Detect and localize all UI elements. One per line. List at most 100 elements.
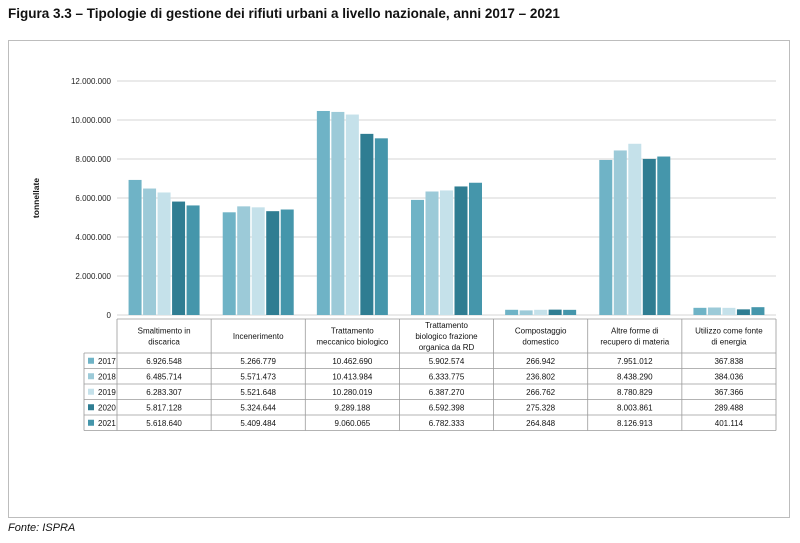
data-label: 367.366: [714, 388, 743, 397]
category-label: biologico frazione: [415, 332, 478, 341]
data-label: 10.413.984: [332, 372, 373, 381]
data-label: 384.036: [714, 372, 743, 381]
legend-swatch-2017: [88, 357, 94, 364]
bar-2018-1: [143, 188, 157, 315]
bar-2017-4: [411, 199, 424, 315]
data-label: 8.438.290: [617, 372, 653, 381]
bar-2019-5: [534, 309, 548, 315]
data-label: 266.762: [526, 388, 555, 397]
data-label: 8.003.861: [617, 403, 653, 412]
bar-2018-2: [237, 206, 251, 315]
bar-2018-6: [613, 150, 627, 315]
bar-2020-3: [360, 133, 374, 315]
category-label: meccanico biologico: [316, 338, 389, 347]
bar-2017-1: [128, 179, 142, 315]
legend-label: 2017: [98, 357, 116, 366]
bar-2019-4: [440, 190, 453, 315]
category-label: organica da RD: [419, 343, 475, 352]
bar-chart: 0 2.000.000 4.000.000 6.000.000 8.000.000 10.…: [31, 77, 777, 431]
data-label: 5.618.640: [146, 419, 182, 428]
figure-title: Figura 3.3 – Tipologie di gestione dei r…: [8, 6, 560, 21]
data-label: 5.409.484: [240, 419, 276, 428]
bar-2021-6: [657, 156, 671, 315]
category-label: domestico: [522, 338, 559, 347]
data-label: 6.782.333: [429, 419, 465, 428]
data-label: 9.060.065: [335, 419, 371, 428]
bar-2021-4: [469, 182, 482, 315]
data-label: 5.521.648: [240, 388, 276, 397]
data-label: 10.280.019: [332, 388, 373, 397]
data-label: 5.571.473: [240, 372, 276, 381]
source-note: Fonte: ISPRA: [8, 522, 76, 534]
data-label: 8.780.829: [617, 388, 653, 397]
legend-swatch-2019: [88, 388, 94, 395]
bar-2021-7: [751, 307, 765, 315]
data-label: 264.848: [526, 419, 555, 428]
category-label: di energia: [711, 338, 747, 347]
chart-frame: 0 2.000.000 4.000.000 6.000.000 8.000.000 10.…: [8, 40, 790, 518]
category-label: Smaltimento in: [138, 327, 191, 336]
data-label: 5.817.128: [146, 403, 182, 412]
bar-2019-3: [345, 114, 359, 315]
data-label: 10.462.690: [332, 357, 373, 366]
bar-2021-3: [374, 138, 388, 315]
legend-label: 2020: [98, 403, 116, 412]
data-label: 7.951.012: [617, 357, 653, 366]
y-tick-label: 2.000.000: [75, 272, 111, 281]
data-label: 6.592.398: [429, 403, 465, 412]
legend-swatch-2021: [88, 419, 94, 426]
bar-2019-1: [157, 192, 171, 315]
data-label: 6.926.548: [146, 357, 182, 366]
bar-2019-2: [251, 207, 265, 315]
bar-2018-3: [331, 111, 345, 316]
category-label: discarica: [148, 338, 180, 347]
legend-swatch-2020: [88, 404, 94, 411]
bar-2021-2: [280, 209, 294, 315]
bar-2020-4: [454, 186, 468, 315]
category-label: Utilizzo come fonte: [695, 327, 763, 336]
y-tick-label: 0: [107, 311, 112, 320]
legend-label: 2018: [98, 372, 116, 381]
data-label: 401.114: [715, 419, 744, 428]
bar-2019-6: [628, 143, 642, 315]
data-label: 8.126.913: [617, 419, 653, 428]
y-tick-label: 4.000.000: [75, 233, 111, 242]
category-label: Trattamento: [425, 321, 468, 330]
bar-2018-5: [519, 310, 533, 315]
bar-2017-5: [505, 309, 519, 315]
bar-2020-6: [642, 158, 656, 315]
data-label: 9.289.188: [335, 403, 371, 412]
category-label: Trattamento: [331, 327, 374, 336]
legend-label: 2021: [98, 419, 116, 428]
y-tick-label: 6.000.000: [75, 194, 111, 203]
bar-2020-7: [736, 309, 750, 315]
bar-2017-2: [222, 212, 236, 315]
y-tick-label: 10.000.000: [71, 116, 112, 125]
data-label: 5.324.644: [240, 403, 276, 412]
legend-swatch-2018: [88, 373, 94, 380]
bar-2019-7: [722, 307, 736, 315]
category-label: recupero di materia: [600, 338, 669, 347]
category-label: Altre forme di: [611, 327, 659, 336]
data-label: 275.328: [526, 403, 555, 412]
data-label: 289.488: [714, 403, 743, 412]
category-label: Compostaggio: [515, 327, 567, 336]
category-label: Incenerimento: [233, 332, 284, 341]
data-label: 367.838: [714, 357, 743, 366]
data-label: 266.942: [526, 357, 555, 366]
bar-2020-1: [172, 201, 186, 315]
data-label: 5.902.574: [429, 357, 465, 366]
bar-2020-5: [548, 309, 562, 315]
y-tick-label: 12.000.000: [71, 77, 112, 86]
data-label: 6.333.775: [429, 372, 465, 381]
y-tick-label: 8.000.000: [75, 155, 111, 164]
bar-2018-7: [707, 307, 721, 315]
data-label: 6.485.714: [146, 372, 182, 381]
data-label: 5.266.779: [240, 357, 276, 366]
data-label: 236.802: [526, 372, 555, 381]
y-axis-label: tonnellate: [31, 178, 41, 218]
bar-2018-4: [425, 191, 439, 315]
bar-2017-3: [316, 110, 330, 316]
legend-label: 2019: [98, 388, 116, 397]
data-label: 6.283.307: [146, 388, 182, 397]
